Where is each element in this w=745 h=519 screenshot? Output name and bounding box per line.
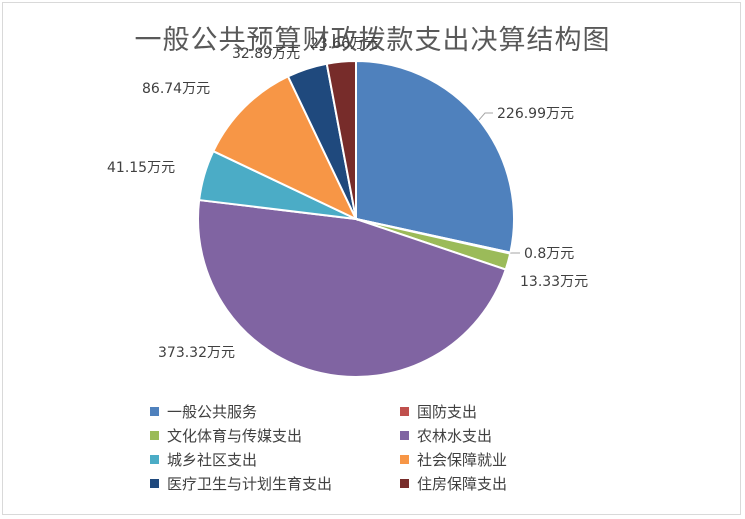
pie-slice [197,198,507,378]
data-label: 373.32万元 [158,345,235,361]
legend-item: 城乡社区支出 [150,449,400,469]
data-label: 23.66万元 [310,36,378,52]
chart-title: 一般公共预算财政拨款支出决算结构图 [134,25,611,56]
legend-item: 住房保障支出 [400,473,570,493]
pie-slice [355,59,515,254]
legend-swatch [400,478,409,488]
legend-swatch [400,406,409,416]
legend-swatch [150,454,159,464]
legend-label: 医疗卫生与计划生育支出 [167,474,333,493]
legend-swatch [150,478,159,488]
legend-label: 城乡社区支出 [167,450,258,469]
legend-item: 社会保障就业 [400,449,570,469]
legend-item: 国防支出 [400,401,570,421]
legend-item: 文化体育与传媒支出 [150,425,400,445]
data-label: 0.8万元 [524,246,574,262]
pie-slice [211,75,359,222]
legend-label: 社会保障就业 [417,450,508,469]
legend-item: 医疗卫生与计划生育支出 [150,473,400,493]
leader-line [478,112,493,121]
legend-label: 文化体育与传媒支出 [167,426,303,445]
legend-label: 国防支出 [417,402,478,421]
data-label: 226.99万元 [497,106,574,122]
legend-item: 农林水支出 [400,425,570,445]
pie-slice [325,59,357,220]
legend-label: 住房保障支出 [417,474,508,493]
data-label: 13.33万元 [520,274,588,290]
legend-label: 农林水支出 [417,426,493,445]
legend-swatch [150,406,159,416]
legend-swatch [400,454,409,464]
legend-swatch [150,430,159,440]
legend: 一般公共服务 国防支出文化体育与传媒支出 农林水支出城乡社区支出 社会保障就业医疗卫生… [150,401,570,493]
legend-swatch [400,430,409,440]
legend-label: 一般公共服务 [167,402,258,421]
data-label: 41.15万元 [107,160,175,176]
data-label: 32.89万元 [232,46,300,62]
legend-item: 一般公共服务 [150,401,400,421]
data-label: 86.74万元 [142,81,210,97]
